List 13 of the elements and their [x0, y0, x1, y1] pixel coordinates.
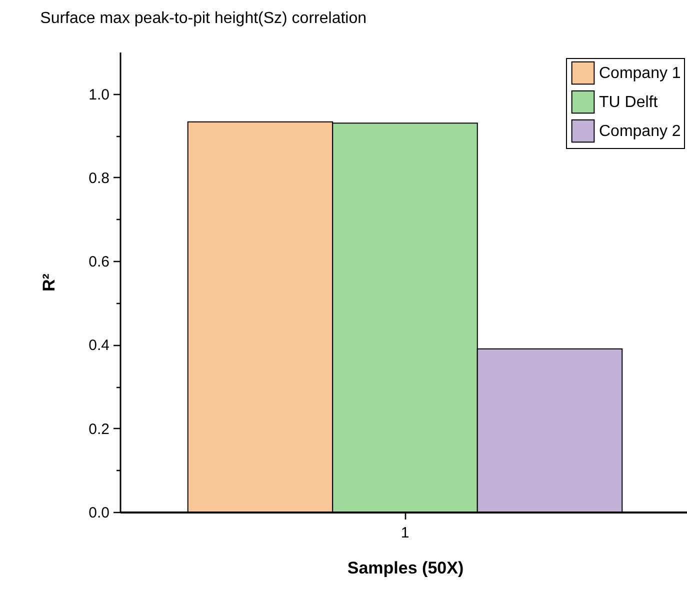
x-axis-title: Samples (50X) [347, 558, 464, 578]
legend-label: Company 2 [599, 123, 681, 140]
y-tick-label: 0.6 [88, 254, 110, 271]
y-tick-label: 1.0 [88, 86, 110, 104]
chart-title: Surface max peak-to-pit height(Sz) correlation [40, 10, 367, 27]
legend-label: Company 1 [599, 65, 681, 82]
legend-label: TU Delft [599, 94, 658, 111]
y-tick-label: 0.4 [88, 337, 110, 354]
y-axis-title: R² [40, 273, 59, 292]
x-tick-label: 1 [400, 524, 410, 542]
y-tick-label: 0.2 [88, 420, 110, 438]
y-tick-label: 0.0 [88, 504, 110, 522]
y-tick-label: 0.8 [88, 170, 110, 187]
